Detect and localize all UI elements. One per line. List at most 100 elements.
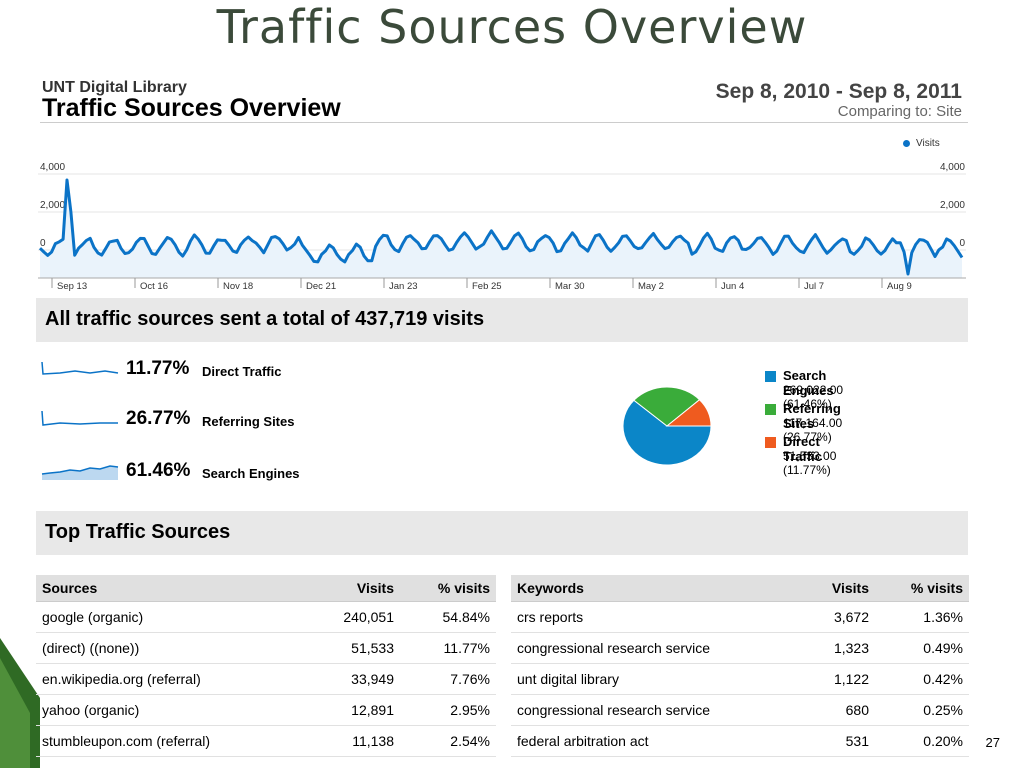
summary-row-direct[interactable]: 11.77% Direct Traffic — [40, 358, 281, 384]
visits-cell: 3,672 — [793, 601, 875, 633]
percent-cell: 2.54% — [400, 725, 496, 757]
chart-legend[interactable]: Visits — [903, 138, 940, 149]
x-tick-label: Jun 4 — [721, 281, 744, 292]
x-tick-label: Sep 13 — [57, 281, 87, 292]
legend-label: Visits — [916, 138, 940, 149]
total-visits-banner: All traffic sources sent a total of 437,… — [36, 298, 968, 342]
table-row[interactable]: congressional research service 1,323 0.49% — [511, 632, 969, 664]
table-row[interactable]: en.wikipedia.org (referral) 33,949 7.76% — [36, 663, 496, 695]
summary-label: Search Engines — [202, 466, 300, 481]
column-header[interactable]: Sources — [36, 575, 308, 602]
x-tick-label: Feb 25 — [472, 281, 502, 292]
x-tick-label: Dec 21 — [306, 281, 336, 292]
column-header[interactable]: Keywords — [511, 575, 793, 602]
column-header[interactable]: % visits — [400, 575, 496, 602]
x-tick-label: Oct 16 — [140, 281, 168, 292]
percent-cell: 2.95% — [400, 694, 496, 726]
summary-percent: 26.77% — [126, 408, 191, 429]
slide-number: 27 — [985, 735, 1000, 750]
source-link[interactable]: en.wikipedia.org (referral) — [36, 663, 308, 695]
visits-cell: 680 — [793, 694, 875, 726]
total-visits-text: All traffic sources sent a total of 437,… — [45, 308, 485, 330]
summary-percent: 61.46% — [126, 460, 191, 481]
source-link[interactable]: stumbleupon.com (referral) — [36, 725, 308, 757]
slide-title: Traffic Sources Overview — [216, 0, 808, 54]
x-tick-label: Aug 9 — [887, 281, 912, 292]
pie-slice[interactable] — [665, 399, 712, 427]
keyword-link[interactable]: federal arbitration act — [511, 725, 793, 757]
table-row[interactable]: (direct) ((none)) 51,533 11.77% — [36, 632, 496, 664]
summary-label: Direct Traffic — [202, 364, 282, 379]
visits-cell: 240,051 — [308, 601, 400, 633]
page-title: Traffic Sources Overview — [42, 94, 341, 122]
keyword-link[interactable]: unt digital library — [511, 663, 793, 695]
column-header[interactable]: % visits — [875, 575, 969, 602]
visits-line-chart[interactable]: 4,000 4,000 2,000 2,000 0 0 Sep 13 Oct 16 Nov 18… — [38, 150, 968, 295]
percent-cell: 1.36% — [875, 601, 969, 633]
traffic-pie-chart[interactable] — [620, 385, 716, 471]
sparkline-icon — [41, 410, 118, 426]
column-header[interactable]: Visits — [308, 575, 400, 602]
app-name: UNT Digital Library — [42, 79, 187, 96]
percent-cell: 54.84% — [400, 601, 496, 633]
top-sources-banner: Top Traffic Sources — [36, 511, 968, 555]
sparkline-icon — [41, 465, 119, 480]
percent-cell: 11.77% — [400, 632, 496, 664]
source-link[interactable]: google (organic) — [36, 601, 308, 633]
y-tick-label-right: 4,000 — [940, 162, 965, 173]
visits-cell: 33,949 — [308, 663, 400, 695]
table-row[interactable]: stumbleupon.com (referral) 11,138 2.54% — [36, 725, 496, 757]
pie-legend-value: 51,533.00 (11.77%) — [783, 449, 837, 477]
pie-legend-name: Direct Traffic — [783, 434, 823, 464]
table-row[interactable]: congressional research service 680 0.25% — [511, 694, 969, 726]
x-tick-label: Jul 7 — [804, 281, 824, 292]
source-link[interactable]: yahoo (organic) — [36, 694, 308, 726]
x-tick-label: Jan 23 — [389, 281, 418, 292]
comparing-label[interactable]: Comparing to: Site — [837, 103, 962, 120]
x-tick-label: Mar 30 — [555, 281, 585, 292]
legend-dot-icon — [903, 139, 910, 147]
visits-cell: 12,891 — [308, 694, 400, 726]
visits-cell: 531 — [793, 725, 875, 757]
table-row[interactable]: federal arbitration act 531 0.20% — [511, 725, 969, 757]
pie-legend-value: 117,164.00 (26.77%) — [783, 416, 843, 444]
keyword-link[interactable]: crs reports — [511, 601, 793, 633]
swatch-icon — [765, 437, 776, 448]
pie-legend-name: Search Engines — [783, 368, 834, 398]
area-fill — [40, 180, 962, 278]
column-header[interactable]: Visits — [793, 575, 875, 602]
percent-cell: 0.25% — [875, 694, 969, 726]
header-divider — [40, 122, 968, 123]
x-tick-label: May 2 — [638, 281, 664, 292]
summary-row-referring[interactable]: 26.77% Referring Sites — [40, 408, 294, 434]
top-sources-title: Top Traffic Sources — [45, 521, 231, 543]
pie-slice[interactable] — [622, 399, 712, 466]
x-tick-label: Nov 18 — [223, 281, 253, 292]
percent-cell: 0.42% — [875, 663, 969, 695]
table-row[interactable]: yahoo (organic) 12,891 2.95% — [36, 694, 496, 726]
percent-cell: 0.49% — [875, 632, 969, 664]
source-link[interactable]: (direct) ((none)) — [36, 632, 308, 664]
swatch-icon — [765, 404, 776, 415]
visits-line — [38, 178, 964, 276]
y-tick-label-left: 4,000 — [40, 162, 65, 173]
y-tick-label-left: 0 — [40, 238, 46, 249]
sparkline-icon — [41, 361, 119, 375]
table-row[interactable]: unt digital library 1,122 0.42% — [511, 663, 969, 695]
keyword-link[interactable]: congressional research service — [511, 632, 793, 664]
summary-row-search[interactable]: 61.46% Search Engines — [40, 460, 300, 486]
keywords-table: Keywords Visits % visits crs reports 3,67… — [511, 575, 969, 757]
pie-slice[interactable] — [633, 386, 701, 427]
slide-decoration — [0, 638, 40, 768]
y-tick-label-left: 2,000 — [40, 200, 65, 211]
y-tick-label-right: 0 — [959, 238, 965, 249]
pie-legend-name: Referring Sites — [783, 401, 841, 431]
table-row[interactable]: google (organic) 240,051 54.84% — [36, 601, 496, 633]
keyword-link[interactable]: congressional research service — [511, 694, 793, 726]
summary-percent: 11.77% — [126, 358, 190, 379]
date-range[interactable]: Sep 8, 2010 - Sep 8, 2011 — [715, 80, 962, 103]
pie-legend-value: 269,022.00 (61.46%) — [783, 383, 844, 411]
visits-cell: 1,323 — [793, 632, 875, 664]
table-row[interactable]: crs reports 3,672 1.36% — [511, 601, 969, 633]
visits-cell: 11,138 — [308, 725, 400, 757]
